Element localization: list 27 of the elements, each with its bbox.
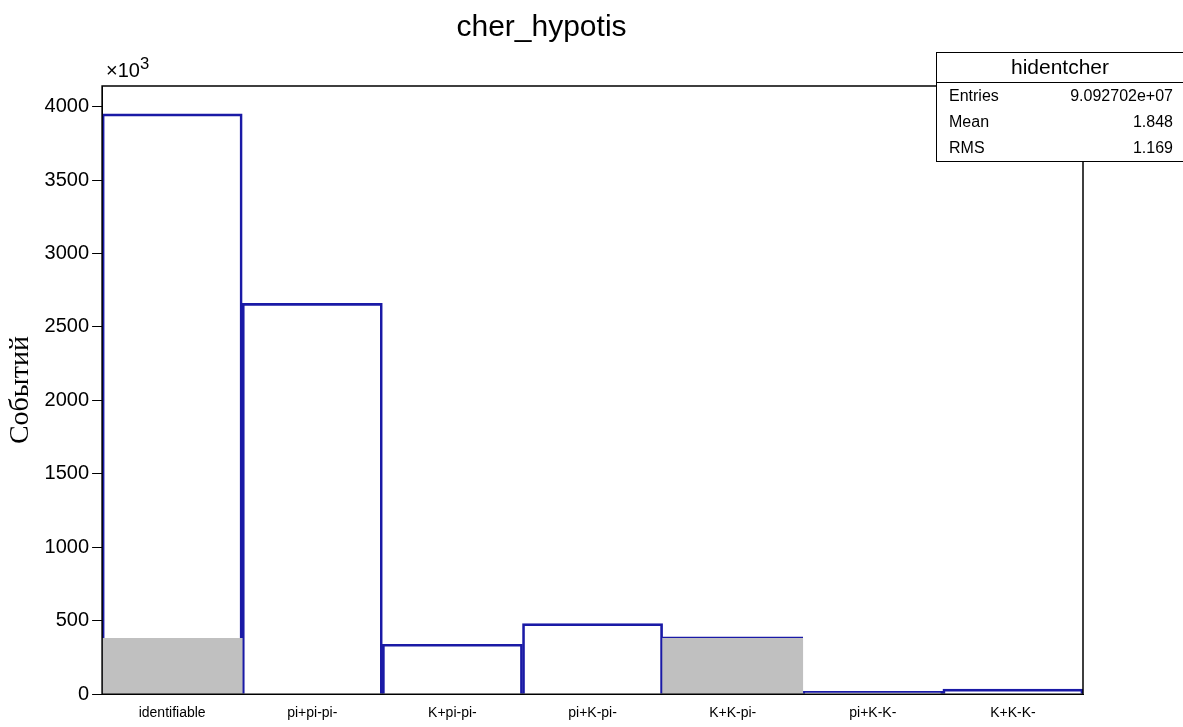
annotation: Entries: [949, 87, 999, 105]
text: 1.848: [1132, 113, 1173, 131]
x-tick-label: pi+K-K-: [849, 704, 897, 721]
annotation: RMS: [949, 139, 985, 157]
x-tick-label: K+K-K-: [990, 704, 1037, 721]
y-tick-label: 500: [55, 608, 90, 631]
chart-title: cher_hypotis: [456, 9, 627, 43]
x-tick-label: identifiable: [138, 704, 206, 721]
x-tick-label: K+pi-pi-: [428, 704, 478, 721]
text: 1.169: [1132, 139, 1173, 157]
y-tick-label: 3500: [44, 167, 90, 190]
text: hidentcher: [937, 53, 1183, 83]
x-tick-label: K+K-pi-: [709, 704, 757, 721]
x-tick-label: pi+pi-pi-: [287, 704, 338, 721]
y-tick-label: 3000: [44, 240, 90, 263]
y-tick-label: 4000: [44, 94, 90, 117]
annotation: 9.092702e+07: [1070, 87, 1173, 105]
annotation: Mean: [949, 113, 990, 131]
y-tick-label: 1500: [44, 461, 90, 484]
bar: [102, 638, 243, 695]
y-tick-label: 1000: [44, 534, 90, 557]
y-tick-label: 2000: [44, 387, 90, 410]
text: ×10$^{3}$: [106, 54, 150, 82]
y-tick-label: 2500: [44, 314, 90, 337]
y-tick-label: 0: [77, 681, 90, 704]
y-axis-title: Событий: [3, 336, 35, 445]
x-tick-label: pi+K-pi-: [568, 704, 618, 721]
